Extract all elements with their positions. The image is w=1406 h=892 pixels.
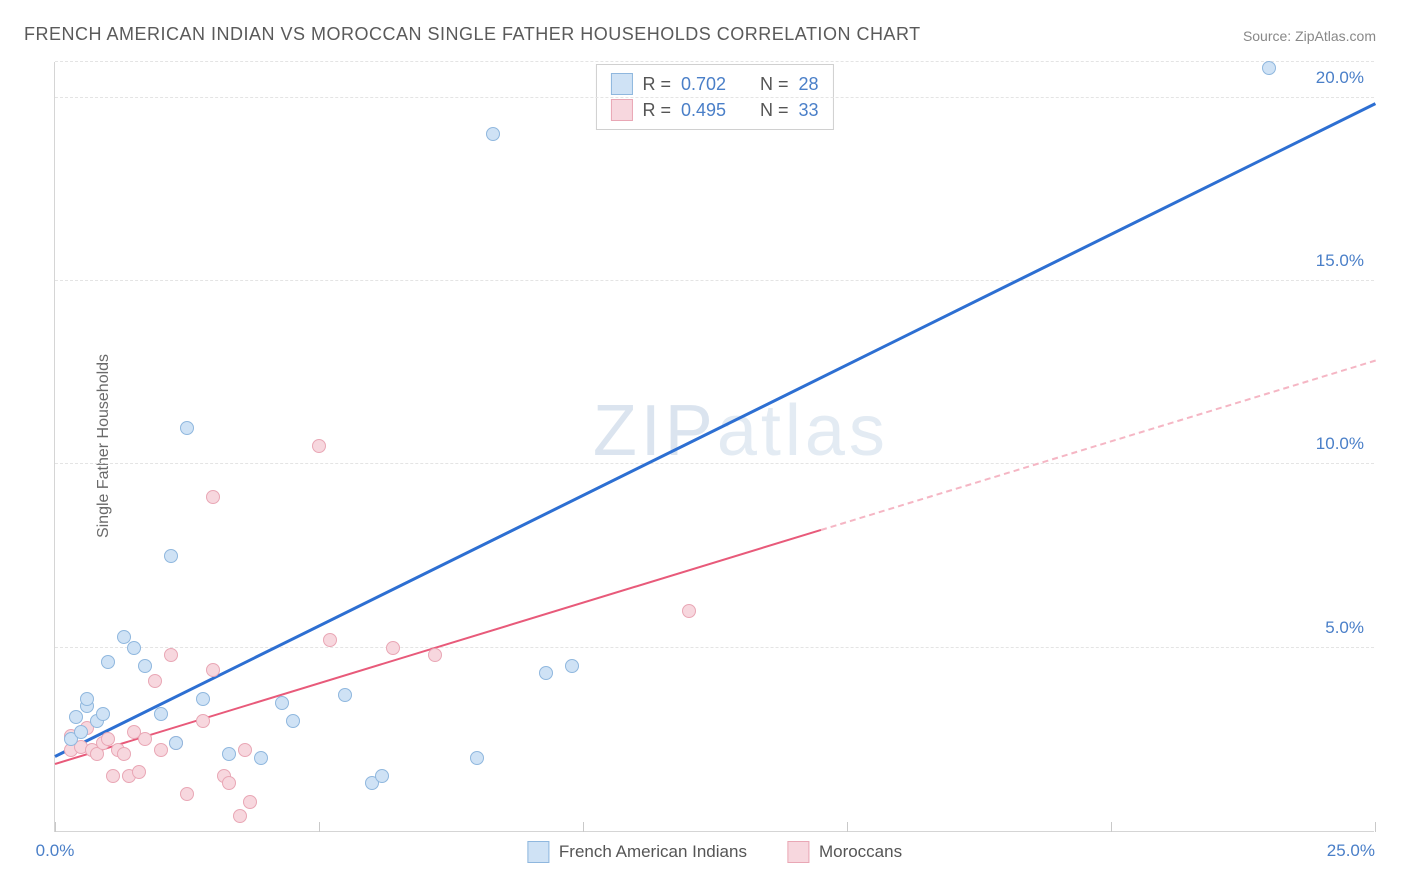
data-point — [323, 633, 337, 647]
data-point — [138, 732, 152, 746]
stats-row-series1: R = 0.702 N = 28 — [610, 71, 818, 97]
legend-item-series1: French American Indians — [527, 841, 747, 863]
data-point — [196, 714, 210, 728]
data-point — [196, 692, 210, 706]
data-point — [222, 776, 236, 790]
data-point — [470, 751, 484, 765]
stats-row-series2: R = 0.495 N = 33 — [610, 97, 818, 123]
data-point — [286, 714, 300, 728]
watermark: ZIPatlas — [593, 390, 889, 472]
n-label: N = — [760, 100, 789, 121]
gridline — [55, 463, 1374, 464]
n-label: N = — [760, 74, 789, 95]
x-tick-label: 0.0% — [36, 841, 75, 861]
r-value-series2: 0.495 — [681, 100, 726, 121]
data-point — [132, 765, 146, 779]
data-point — [375, 769, 389, 783]
chart-title: FRENCH AMERICAN INDIAN VS MOROCCAN SINGL… — [24, 24, 921, 45]
data-point — [96, 707, 110, 721]
gridline — [55, 647, 1374, 648]
n-value-series2: 33 — [799, 100, 819, 121]
r-value-series1: 0.702 — [681, 74, 726, 95]
data-point — [154, 743, 168, 757]
source-label: Source: ZipAtlas.com — [1243, 28, 1376, 44]
data-point — [682, 604, 696, 618]
trend-line — [820, 360, 1375, 531]
legend-swatch-series1 — [527, 841, 549, 863]
data-point — [243, 795, 257, 809]
data-point — [206, 663, 220, 677]
x-tick — [847, 822, 848, 832]
data-point — [148, 674, 162, 688]
x-tick — [583, 822, 584, 832]
data-point — [169, 736, 183, 750]
y-tick-label: 10.0% — [1316, 434, 1364, 454]
data-point — [180, 787, 194, 801]
data-point — [238, 743, 252, 757]
data-point — [539, 666, 553, 680]
legend-item-series2: Moroccans — [787, 841, 902, 863]
trend-line — [54, 102, 1375, 757]
data-point — [74, 725, 88, 739]
legend-label-series1: French American Indians — [559, 842, 747, 862]
y-tick-label: 15.0% — [1316, 251, 1364, 271]
data-point — [275, 696, 289, 710]
data-point — [180, 421, 194, 435]
data-point — [1262, 61, 1276, 75]
x-tick — [55, 822, 56, 832]
plot-area: ZIPatlas R = 0.702 N = 28 R = 0.495 N = … — [54, 62, 1374, 832]
data-point — [386, 641, 400, 655]
y-tick-label: 5.0% — [1325, 618, 1364, 638]
x-tick-label: 25.0% — [1327, 841, 1375, 861]
data-point — [80, 692, 94, 706]
data-point — [428, 648, 442, 662]
swatch-series2 — [610, 99, 632, 121]
data-point — [486, 127, 500, 141]
legend: French American Indians Moroccans — [527, 841, 902, 863]
data-point — [222, 747, 236, 761]
n-value-series1: 28 — [799, 74, 819, 95]
data-point — [312, 439, 326, 453]
legend-swatch-series2 — [787, 841, 809, 863]
gridline — [55, 280, 1374, 281]
data-point — [154, 707, 168, 721]
data-point — [138, 659, 152, 673]
x-tick — [1111, 822, 1112, 832]
data-point — [117, 747, 131, 761]
watermark-thin: atlas — [717, 391, 889, 471]
data-point — [254, 751, 268, 765]
data-point — [233, 809, 247, 823]
data-point — [206, 490, 220, 504]
data-point — [101, 655, 115, 669]
data-point — [338, 688, 352, 702]
x-tick — [319, 822, 320, 832]
data-point — [164, 549, 178, 563]
gridline — [55, 61, 1374, 62]
y-tick-label: 20.0% — [1316, 68, 1364, 88]
legend-label-series2: Moroccans — [819, 842, 902, 862]
r-label: R = — [642, 74, 671, 95]
data-point — [69, 710, 83, 724]
data-point — [565, 659, 579, 673]
gridline — [55, 97, 1374, 98]
data-point — [127, 641, 141, 655]
data-point — [164, 648, 178, 662]
swatch-series1 — [610, 73, 632, 95]
r-label: R = — [642, 100, 671, 121]
x-tick — [1375, 822, 1376, 832]
data-point — [106, 769, 120, 783]
